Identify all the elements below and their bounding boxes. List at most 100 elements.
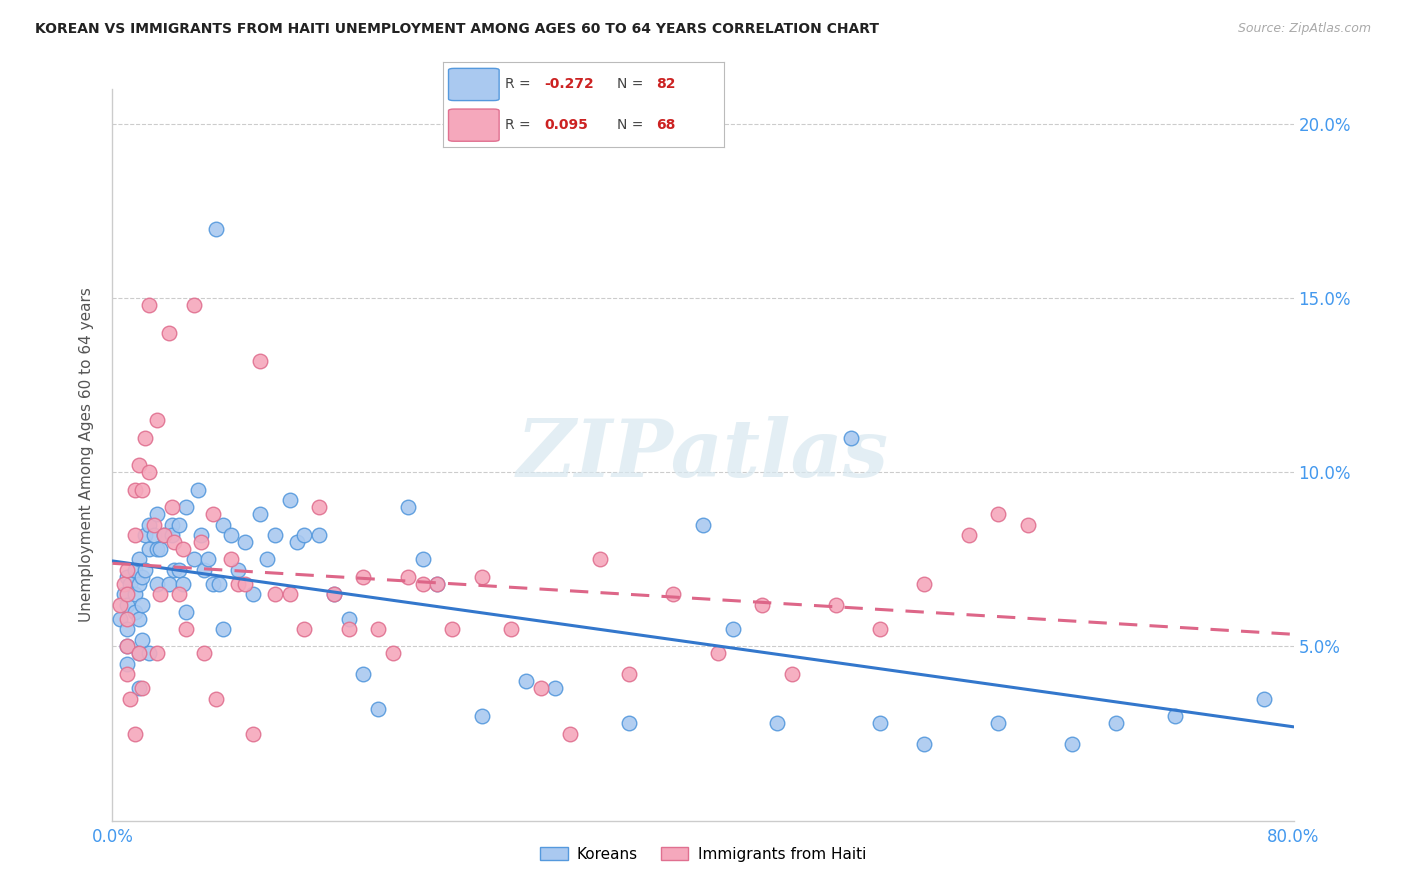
Point <box>242 587 264 601</box>
Point <box>205 691 228 706</box>
Point <box>134 430 156 444</box>
Point <box>914 737 936 751</box>
Point <box>323 587 346 601</box>
Point <box>692 517 714 532</box>
Point <box>149 587 172 601</box>
Point <box>426 576 449 591</box>
Point <box>117 570 138 584</box>
Point <box>987 507 1010 521</box>
Point <box>1062 737 1084 751</box>
Point <box>167 587 190 601</box>
Point <box>146 647 169 661</box>
Point <box>193 563 215 577</box>
Point <box>1105 716 1128 731</box>
Point <box>117 640 138 654</box>
Point <box>120 576 142 591</box>
Point <box>706 647 728 661</box>
Point <box>367 622 389 636</box>
Point <box>124 563 146 577</box>
FancyBboxPatch shape <box>449 69 499 101</box>
Point <box>124 483 146 497</box>
Point <box>441 622 464 636</box>
Point <box>149 541 172 556</box>
Point <box>117 563 138 577</box>
Point <box>112 576 135 591</box>
Point <box>117 587 138 601</box>
Point <box>751 598 773 612</box>
Point <box>117 657 138 671</box>
Point <box>160 500 183 515</box>
Point <box>285 535 308 549</box>
Text: ZIPatlas: ZIPatlas <box>517 417 889 493</box>
Point <box>242 726 264 740</box>
Point <box>292 622 315 636</box>
Point <box>233 576 256 591</box>
Point <box>138 466 160 480</box>
Point <box>190 535 212 549</box>
Point <box>117 612 138 626</box>
Point <box>987 716 1010 731</box>
Point <box>212 517 235 532</box>
Point <box>839 430 862 444</box>
Point <box>134 563 156 577</box>
Point <box>323 587 346 601</box>
Text: -0.272: -0.272 <box>544 78 593 92</box>
Text: KOREAN VS IMMIGRANTS FROM HAITI UNEMPLOYMENT AMONG AGES 60 TO 64 YEARS CORRELATI: KOREAN VS IMMIGRANTS FROM HAITI UNEMPLOY… <box>35 22 879 37</box>
Point <box>411 552 433 566</box>
Point <box>382 647 405 661</box>
Point <box>134 528 156 542</box>
Point <box>914 576 936 591</box>
Text: 0.095: 0.095 <box>544 118 588 132</box>
Point <box>160 517 183 532</box>
Point <box>131 598 153 612</box>
Point <box>128 576 150 591</box>
Point <box>411 576 433 591</box>
Point <box>153 528 176 542</box>
Point <box>780 667 803 681</box>
Point <box>201 576 224 591</box>
Point <box>515 674 537 689</box>
Point <box>183 552 205 566</box>
Point <box>957 528 980 542</box>
Point <box>721 622 744 636</box>
Point <box>396 500 419 515</box>
Point <box>142 528 165 542</box>
Point <box>128 647 150 661</box>
Point <box>1253 691 1275 706</box>
Point <box>588 552 610 566</box>
Text: N =: N = <box>617 118 648 132</box>
Point <box>337 622 360 636</box>
Point <box>367 702 389 716</box>
Point <box>128 612 150 626</box>
Point <box>1017 517 1039 532</box>
Point <box>124 726 146 740</box>
Point <box>824 598 846 612</box>
Point <box>138 298 160 312</box>
Point <box>396 570 419 584</box>
Point <box>128 681 150 696</box>
Point <box>619 716 641 731</box>
Point <box>662 587 685 601</box>
Point <box>233 535 256 549</box>
Point <box>142 517 165 532</box>
Point <box>138 541 160 556</box>
Point <box>183 298 205 312</box>
Point <box>308 500 330 515</box>
Point <box>174 605 197 619</box>
Point <box>352 667 374 681</box>
Point <box>174 622 197 636</box>
Point <box>131 681 153 696</box>
Point <box>278 587 301 601</box>
Legend: Koreans, Immigrants from Haiti: Koreans, Immigrants from Haiti <box>534 840 872 868</box>
Point <box>470 570 494 584</box>
Point <box>766 716 789 731</box>
FancyBboxPatch shape <box>449 109 499 141</box>
Text: 82: 82 <box>657 78 676 92</box>
Point <box>131 570 153 584</box>
Point <box>544 681 567 696</box>
Point <box>157 326 180 340</box>
Point <box>226 563 249 577</box>
Point <box>193 647 215 661</box>
Point <box>124 528 146 542</box>
Point <box>157 576 180 591</box>
